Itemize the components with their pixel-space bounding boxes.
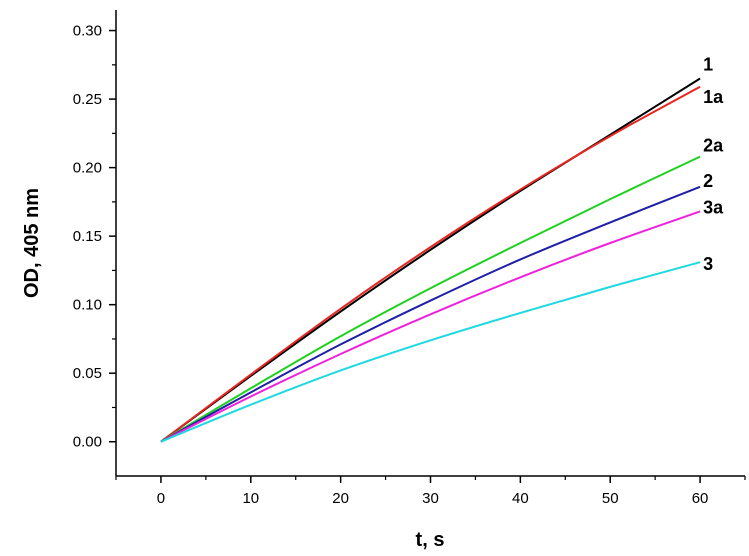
x-axis-title: t, s xyxy=(416,529,445,551)
y-tick-label: 0.00 xyxy=(73,434,102,451)
series-label-1a: 1a xyxy=(703,87,724,107)
series-line-1a xyxy=(160,85,701,443)
series-label-1: 1 xyxy=(703,55,713,75)
x-tick-label: 10 xyxy=(242,490,259,507)
series-line-2 xyxy=(160,185,701,443)
series-label-2a: 2a xyxy=(703,136,724,156)
y-tick-label: 0.15 xyxy=(73,228,102,245)
x-tick-label: 0 xyxy=(157,490,165,507)
series-line-1 xyxy=(160,77,701,443)
series-line-2a xyxy=(160,155,701,443)
y-tick-label: 0.10 xyxy=(73,297,102,314)
x-tick-label: 40 xyxy=(512,490,529,507)
series-label-3: 3 xyxy=(703,254,713,274)
y-axis-ticks: 0.00 0.05 0.10 0.15 0.20 0.25 0.30 xyxy=(73,23,116,451)
x-tick-label: 50 xyxy=(602,490,619,507)
y-axis-title: OD, 405 nm xyxy=(21,188,43,298)
series-line-3a xyxy=(160,210,701,443)
x-tick-label: 30 xyxy=(422,490,439,507)
y-tick-label: 0.20 xyxy=(73,160,102,177)
x-tick-label: 20 xyxy=(332,490,349,507)
x-axis-ticks: 0 10 20 30 40 50 60 xyxy=(115,476,746,507)
series-label-3a: 3a xyxy=(703,197,724,217)
y-tick-label: 0.30 xyxy=(73,23,102,40)
series-labels: 1 1a 2a 2 3a 3 xyxy=(703,55,724,275)
series-lines xyxy=(160,77,701,443)
y-tick-label: 0.25 xyxy=(73,91,102,108)
y-tick-label: 0.05 xyxy=(73,365,102,382)
series-label-2: 2 xyxy=(703,171,713,191)
x-tick-label: 60 xyxy=(692,490,709,507)
series-line-3 xyxy=(160,261,701,443)
